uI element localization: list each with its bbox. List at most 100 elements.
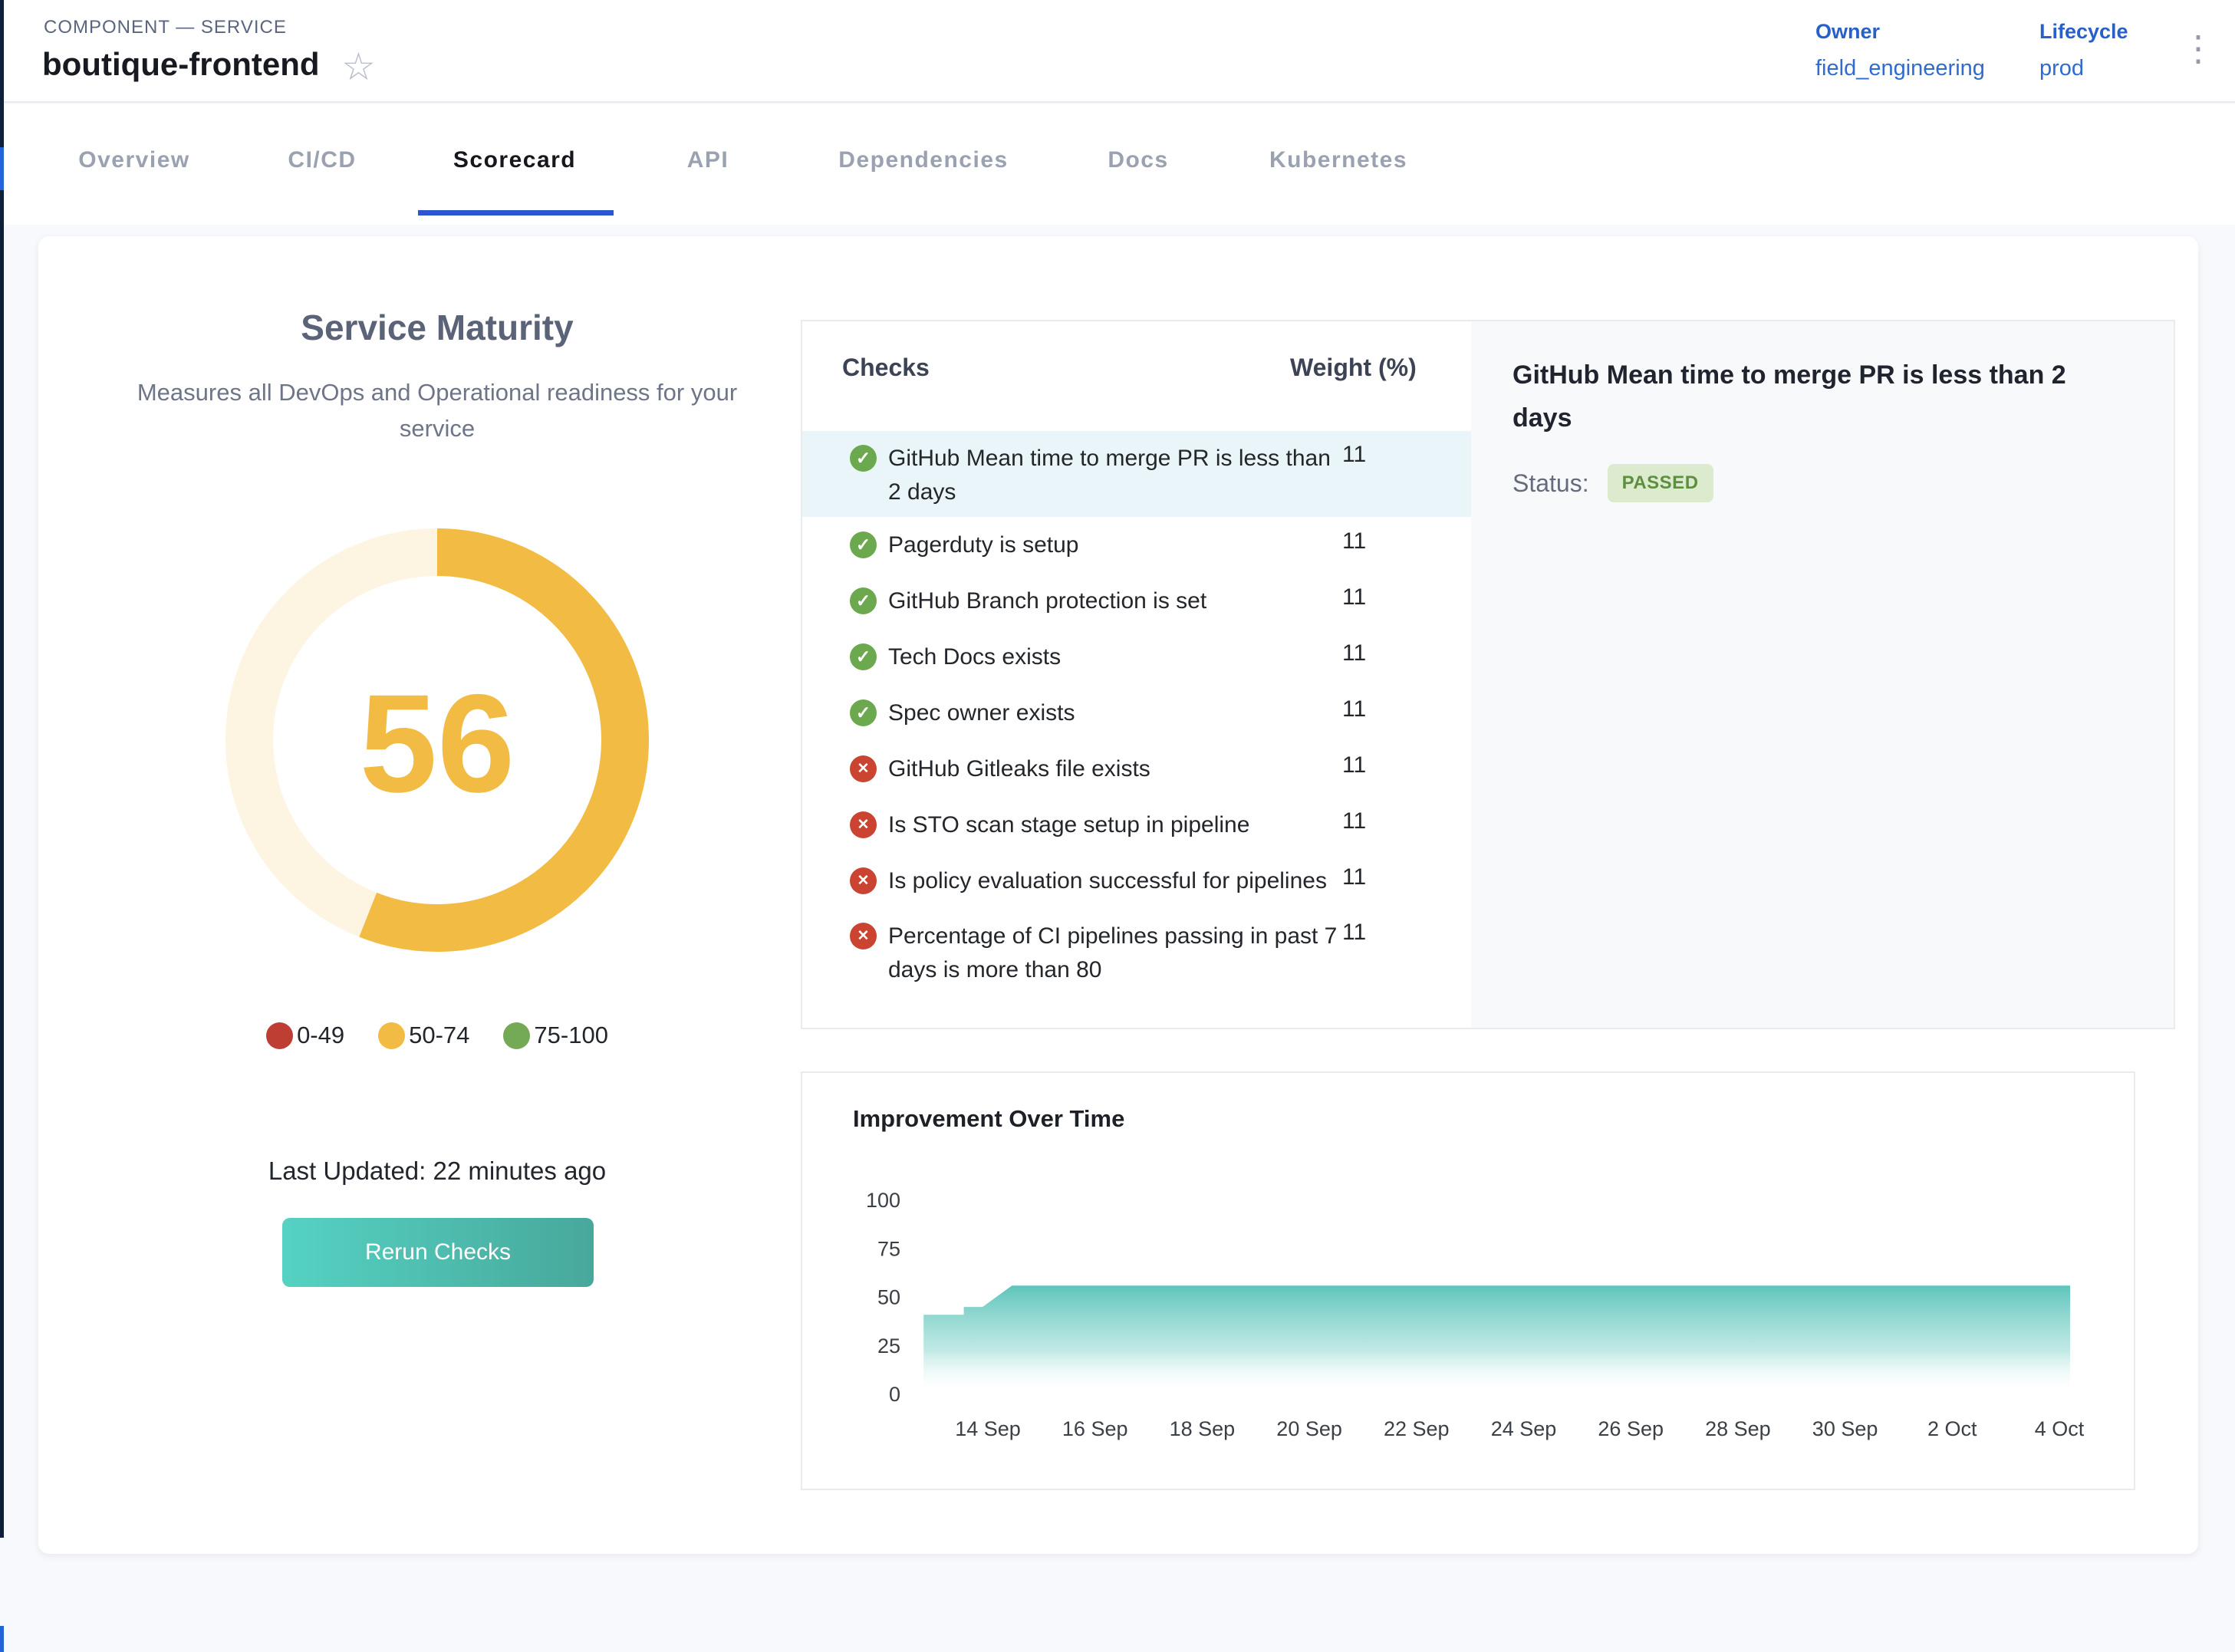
lifecycle-value: prod [2039,56,2128,81]
check-row[interactable]: Is STO scan stage setup in pipeline 11 [802,797,1471,853]
check-weight: 11 [1342,808,1366,834]
check-status-icon [850,811,877,838]
y-axis-ticks: 0 25 50 75 100 [866,1189,900,1406]
check-label: GitHub Gitleaks file exists [888,752,1338,786]
svg-text:18 Sep: 18 Sep [1170,1417,1236,1440]
check-weight: 11 [1342,442,1366,468]
check-weight: 11 [1342,584,1366,610]
last-updated-text: Last Updated: 22 minutes ago [92,1157,782,1186]
lifecycle-block: Lifecycle prod [2039,20,2128,81]
entity-tabs: Overview CI/CD Scorecard API Dependencie… [4,104,2235,225]
svg-text:16 Sep: 16 Sep [1062,1417,1128,1440]
svg-text:30 Sep: 30 Sep [1812,1417,1878,1440]
svg-text:50: 50 [877,1286,900,1309]
check-label: GitHub Mean time to merge PR is less tha… [888,442,1338,509]
checks-column-header: Checks [842,354,930,382]
left-rail-bottom-indicator [0,1626,4,1652]
owner-label: Owner [1815,20,1985,44]
checks-panel: Checks Weight (%) GitHub Mean time to me… [801,320,2175,1029]
legend-dot-yellow [378,1022,405,1049]
check-label: Pagerduty is setup [888,528,1338,562]
legend-label: 75-100 [534,1022,608,1049]
breadcrumb: COMPONENT — SERVICE [44,17,287,38]
scorecard-subtitle: Measures all DevOps and Operational read… [107,374,767,446]
check-status-icon [850,587,877,614]
checks-list: GitHub Mean time to merge PR is less tha… [802,431,1471,996]
check-label: GitHub Branch protection is set [888,584,1338,618]
check-label: Tech Docs exists [888,640,1338,674]
left-rail [0,0,4,1652]
status-badge: PASSED [1608,464,1713,502]
rerun-checks-button[interactable]: Rerun Checks [282,1218,594,1287]
maturity-score: 56 [222,525,652,955]
check-weight: 11 [1342,752,1366,778]
check-status-icon [850,445,877,472]
check-label: Is STO scan stage setup in pipeline [888,808,1338,842]
check-status-icon [850,755,877,782]
tab-dependencies[interactable]: Dependencies [838,147,1008,173]
check-label: Spec owner exists [888,696,1338,730]
check-status-icon [850,867,877,894]
tab-cicd[interactable]: CI/CD [288,147,356,173]
page-title: boutique-frontend [42,46,320,83]
improvement-area-chart: 0255075100 14 Sep16 Sep18 Sep20 Sep22 Se… [802,1073,2137,1492]
weight-column-header: Weight (%) [1290,354,1431,382]
svg-text:75: 75 [877,1237,900,1260]
status-label: Status: [1512,469,1589,498]
check-weight: 11 [1342,640,1366,666]
svg-text:14 Sep: 14 Sep [955,1417,1021,1440]
legend-item-high: 75-100 [503,1022,608,1049]
check-row[interactable]: GitHub Gitleaks file exists 11 [802,741,1471,797]
check-row[interactable]: GitHub Branch protection is set 11 [802,573,1471,629]
active-tab-underline [418,210,614,216]
entity-header: COMPONENT — SERVICE boutique-frontend ☆ … [4,0,2235,103]
check-weight: 11 [1342,696,1366,722]
check-label: Percentage of CI pipelines passing in pa… [888,920,1338,987]
check-row[interactable]: Pagerduty is setup 11 [802,517,1471,573]
svg-text:24 Sep: 24 Sep [1491,1417,1557,1440]
area-series [923,1285,2070,1394]
tab-docs[interactable]: Docs [1108,147,1168,173]
check-status-icon [850,531,877,558]
svg-text:4 Oct: 4 Oct [2035,1417,2085,1440]
svg-text:100: 100 [866,1189,900,1212]
check-status-icon [850,643,877,670]
tab-overview[interactable]: Overview [78,147,189,173]
check-detail-panel: GitHub Mean time to merge PR is less tha… [1471,321,2174,1028]
left-rail-dark [0,0,4,1538]
check-row[interactable]: GitHub Mean time to merge PR is less tha… [802,431,1471,517]
svg-text:2 Oct: 2 Oct [1927,1417,1977,1440]
score-legend: 0-49 50-74 75-100 [130,1022,744,1049]
check-status-icon [850,923,877,949]
check-row[interactable]: Is policy evaluation successful for pipe… [802,853,1471,909]
check-row[interactable]: Spec owner exists 11 [802,685,1471,741]
check-row[interactable]: Percentage of CI pipelines passing in pa… [802,909,1471,996]
scorecard-page: COMPONENT — SERVICE boutique-frontend ☆ … [0,0,2235,1652]
check-weight: 11 [1342,528,1366,555]
lifecycle-label: Lifecycle [2039,20,2128,44]
legend-dot-red [266,1022,293,1049]
legend-item-mid: 50-74 [378,1022,469,1049]
more-options-icon[interactable]: ⋮ [2181,31,2216,66]
owner-block: Owner field_engineering [1815,20,1985,81]
legend-label: 0-49 [297,1022,344,1049]
legend-label: 50-74 [409,1022,469,1049]
legend-item-low: 0-49 [266,1022,344,1049]
tab-kubernetes[interactable]: Kubernetes [1269,147,1407,173]
tab-scorecard[interactable]: Scorecard [453,147,576,173]
svg-text:25: 25 [877,1334,900,1357]
check-status-icon [850,699,877,726]
improvement-chart-panel: Improvement Over Time 0255075100 14 Sep1… [801,1071,2135,1490]
svg-text:0: 0 [889,1383,900,1406]
check-weight: 11 [1342,864,1366,890]
legend-dot-green [503,1022,530,1049]
check-row[interactable]: Tech Docs exists 11 [802,629,1471,685]
tab-api[interactable]: API [687,147,729,173]
check-weight: 11 [1342,920,1366,946]
favorite-star-icon[interactable]: ☆ [341,44,376,89]
check-status-row: Status: PASSED [1512,464,1713,502]
svg-text:28 Sep: 28 Sep [1705,1417,1771,1440]
owner-link[interactable]: field_engineering [1815,56,1985,81]
svg-text:20 Sep: 20 Sep [1276,1417,1342,1440]
svg-text:26 Sep: 26 Sep [1598,1417,1664,1440]
